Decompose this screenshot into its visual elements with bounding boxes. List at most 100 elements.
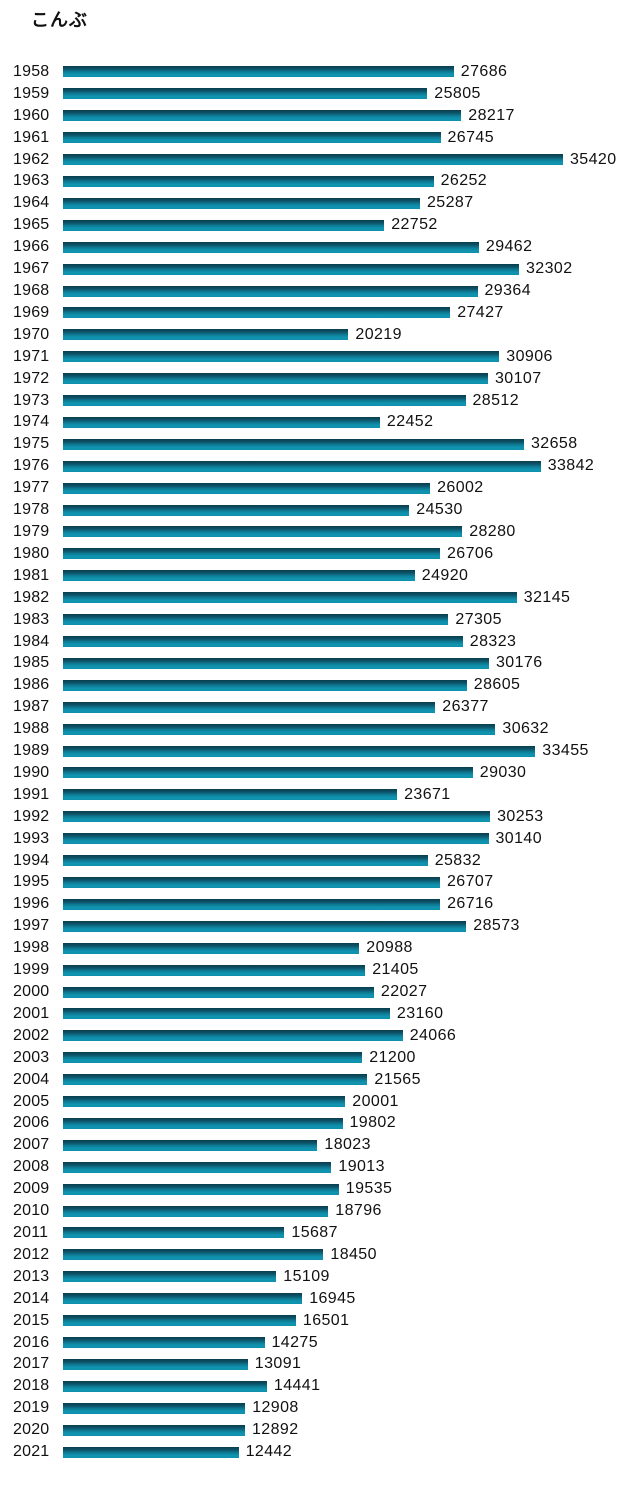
chart-row: 2007 18023 (0, 1134, 642, 1156)
year-label: 1981 (13, 566, 50, 584)
chart-row: 1978 24530 (0, 499, 642, 521)
bar (63, 219, 385, 231)
value-label: 30253 (497, 807, 544, 825)
chart-row: 2003 21200 (0, 1047, 642, 1069)
chart-row: 1964 25287 (0, 192, 642, 214)
chart-row: 1970 20219 (0, 324, 642, 346)
bar (63, 592, 517, 604)
bar (63, 833, 489, 845)
bar (63, 1358, 248, 1370)
year-label: 2020 (13, 1421, 50, 1439)
bar (63, 1446, 239, 1458)
value-label: 25805 (434, 84, 481, 102)
chart-row: 1996 26716 (0, 893, 642, 915)
value-label: 28280 (469, 522, 516, 540)
bar (63, 88, 428, 100)
year-label: 2003 (13, 1048, 50, 1066)
chart-row: 1975 32658 (0, 433, 642, 455)
value-label: 23160 (396, 1004, 444, 1022)
year-label: 1995 (13, 873, 50, 891)
value-label: 21200 (369, 1048, 416, 1066)
chart-row: 2015 16501 (0, 1310, 642, 1332)
year-label: 1977 (13, 479, 50, 497)
value-label: 30140 (495, 829, 542, 847)
value-label: 30906 (506, 347, 553, 365)
year-label: 1986 (13, 676, 50, 694)
year-label: 1960 (13, 106, 50, 124)
year-label: 1963 (13, 172, 50, 190)
bar (63, 329, 349, 341)
bar (63, 1008, 390, 1020)
year-label: 1969 (13, 303, 50, 321)
chart-row: 1967 32302 (0, 258, 642, 280)
value-label: 18796 (335, 1202, 382, 1220)
chart-row: 1960 28217 (0, 105, 642, 127)
year-label: 2007 (13, 1136, 50, 1154)
year-label: 1961 (13, 128, 50, 146)
chart-row: 1971 30906 (0, 346, 642, 368)
year-label: 2015 (13, 1311, 50, 1329)
year-label: 1958 (13, 62, 50, 80)
bar (63, 285, 478, 297)
chart-row: 2012 18450 (0, 1244, 642, 1266)
bar (63, 1227, 285, 1239)
value-label: 16501 (302, 1311, 350, 1329)
chart-row: 2010 18796 (0, 1200, 642, 1222)
chart-row: 2005 20001 (0, 1091, 642, 1113)
bar (63, 570, 415, 582)
bar (63, 416, 380, 428)
bar (63, 438, 524, 450)
chart-row: 1974 22452 (0, 412, 642, 434)
value-label: 32302 (526, 260, 573, 278)
year-label: 2009 (13, 1180, 50, 1198)
year-label: 1993 (13, 829, 50, 847)
year-label: 2004 (13, 1070, 50, 1088)
value-label: 21565 (374, 1070, 421, 1088)
year-label: 1990 (13, 763, 50, 781)
value-label: 22752 (391, 216, 438, 234)
value-label: 28512 (472, 391, 519, 409)
year-label: 1967 (13, 260, 50, 278)
year-label: 1975 (13, 435, 50, 453)
year-label: 1994 (13, 851, 50, 869)
value-label: 21405 (372, 961, 419, 979)
chart-row: 2016 14275 (0, 1332, 642, 1354)
year-label: 1964 (13, 194, 50, 212)
chart-row: 1989 33455 (0, 740, 642, 762)
chart-row: 1987 26377 (0, 696, 642, 718)
chart-row: 2004 21565 (0, 1069, 642, 1091)
value-label: 18023 (324, 1136, 371, 1154)
bar (63, 1271, 277, 1283)
bar (63, 66, 454, 78)
bar (63, 876, 440, 888)
year-label: 2005 (13, 1092, 50, 1110)
year-label: 1998 (13, 939, 50, 957)
chart-row: 1972 30107 (0, 368, 642, 390)
year-label: 1979 (13, 522, 50, 540)
bar (63, 1161, 332, 1173)
bar (63, 898, 441, 910)
value-label: 15687 (291, 1223, 338, 1241)
year-label: 1959 (13, 84, 50, 102)
value-label: 26745 (447, 128, 494, 146)
chart-row: 2020 12892 (0, 1419, 642, 1441)
year-label: 1970 (13, 325, 50, 343)
chart-row: 1999 21405 (0, 959, 642, 981)
value-label: 26252 (440, 172, 488, 190)
value-label: 25287 (427, 194, 474, 212)
year-label: 1997 (13, 917, 50, 935)
value-label: 30632 (502, 720, 549, 738)
chart-row: 1965 22752 (0, 214, 642, 236)
year-label: 2000 (13, 983, 50, 1001)
bar (63, 767, 473, 779)
year-label: 1968 (13, 282, 50, 300)
chart-row: 1959 25805 (0, 83, 642, 105)
value-label: 33455 (542, 742, 589, 760)
chart-row: 1985 30176 (0, 652, 642, 674)
bar (63, 504, 410, 516)
chart-row: 2011 15687 (0, 1222, 642, 1244)
value-label: 30176 (496, 654, 543, 672)
bar (63, 1030, 403, 1042)
year-label: 2001 (13, 1004, 50, 1022)
year-label: 1980 (13, 544, 50, 562)
